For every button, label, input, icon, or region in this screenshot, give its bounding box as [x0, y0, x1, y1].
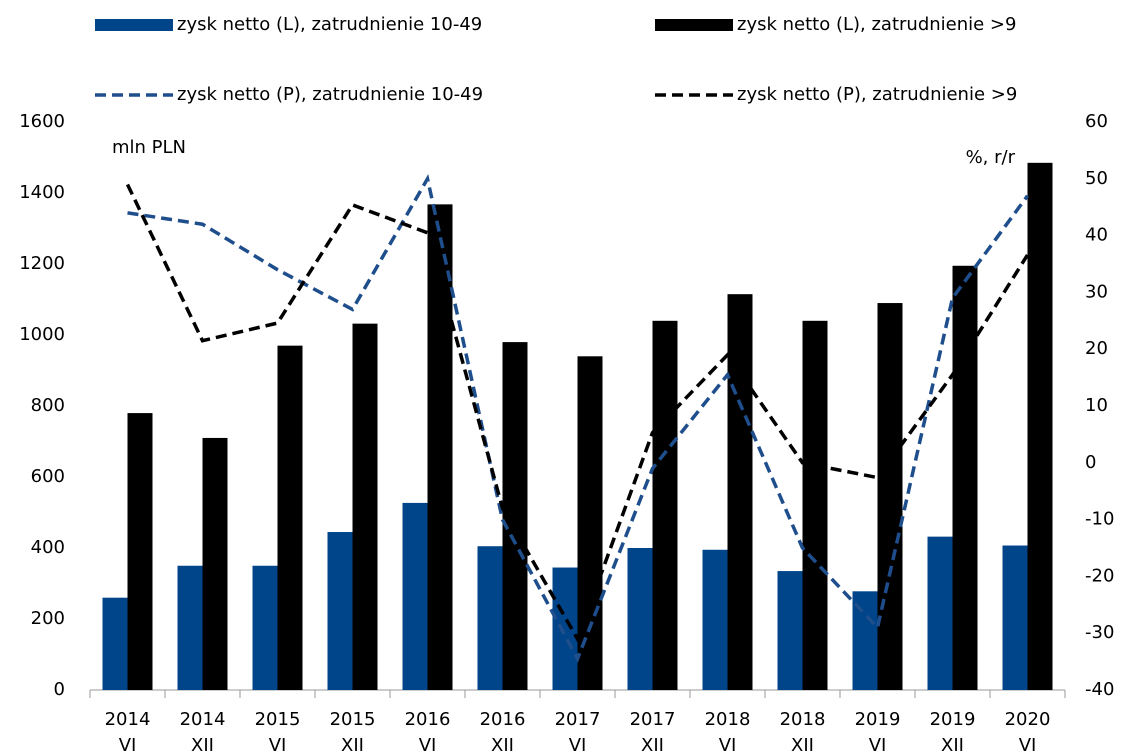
x-tick-label: XII	[491, 735, 514, 755]
x-tick-label: XII	[791, 735, 814, 755]
x-tick-label: VI	[119, 735, 137, 755]
y-tick-label: 1400	[19, 182, 65, 203]
legend-label: zysk netto (L), zatrudnienie 10-49	[177, 14, 482, 35]
bar	[352, 323, 378, 690]
y2-tick-label: 30	[1085, 281, 1108, 302]
x-tick-label: VI	[869, 735, 887, 755]
y2-tick-label: 10	[1085, 395, 1108, 416]
bar	[727, 294, 753, 690]
y-tick-label: 200	[31, 608, 65, 629]
x-tick-label: 2019	[930, 709, 976, 730]
y2-tick-label: 0	[1085, 452, 1096, 473]
x-tick-label: XII	[941, 735, 964, 755]
bar	[877, 303, 903, 690]
legend-swatch	[95, 19, 173, 31]
x-tick-label: XII	[191, 735, 214, 755]
y2-unit-label: %, r/r	[966, 147, 1016, 168]
y2-tick-label: 40	[1085, 225, 1108, 246]
x-tick-label: XII	[641, 735, 664, 755]
x-tick-label: VI	[719, 735, 737, 755]
bar	[127, 413, 153, 690]
x-tick-label: 2019	[855, 709, 901, 730]
x-tick-label: 2017	[630, 709, 676, 730]
bar	[202, 437, 228, 690]
bar	[1002, 545, 1028, 690]
bar	[277, 345, 303, 690]
x-tick-label: VI	[569, 735, 587, 755]
y2-tick-label: 50	[1085, 168, 1108, 189]
line	[125, 183, 1029, 644]
bar	[577, 356, 603, 690]
x-tick-label: VI	[1019, 735, 1037, 755]
y-tick-label: 600	[31, 466, 65, 487]
y-tick-label: 1200	[19, 253, 65, 274]
bar	[802, 320, 828, 690]
x-tick-label: 2014	[105, 709, 151, 730]
bar	[102, 597, 128, 690]
x-tick-label: 2016	[480, 709, 526, 730]
bar	[402, 502, 428, 690]
x-tick-label: 2018	[705, 709, 751, 730]
y2-tick-label: 60	[1085, 111, 1108, 132]
x-tick-label: 2015	[330, 709, 376, 730]
x-tick-label: 2020	[1005, 709, 1051, 730]
y2-tick-label: -40	[1085, 679, 1114, 700]
bar	[652, 320, 678, 690]
bar	[927, 536, 953, 690]
x-tick-label: 2015	[255, 709, 301, 730]
x-tick-label: VI	[419, 735, 437, 755]
y-tick-label: 1000	[19, 324, 65, 345]
x-tick-label: 2014	[180, 709, 226, 730]
legend-label: zysk netto (P), zatrudnienie 10-49	[177, 84, 483, 105]
y-tick-label: 800	[31, 395, 65, 416]
bar	[502, 342, 528, 690]
x-tick-label: 2017	[555, 709, 601, 730]
x-tick-label: XII	[341, 735, 364, 755]
bar	[1027, 162, 1053, 690]
bar	[477, 546, 503, 690]
legend-label: zysk netto (P), zatrudnienie >9	[737, 84, 1017, 105]
x-tick-label: 2016	[405, 709, 451, 730]
bar	[952, 265, 978, 690]
y-tick-label: 1600	[19, 111, 65, 132]
bar	[177, 565, 203, 690]
legend-label: zysk netto (L), zatrudnienie >9	[737, 14, 1016, 35]
x-tick-label: VI	[269, 735, 287, 755]
line	[127, 174, 1029, 663]
y-tick-label: 0	[54, 679, 65, 700]
bar	[777, 571, 803, 690]
y2-tick-label: 20	[1085, 338, 1108, 359]
y2-tick-label: -20	[1085, 565, 1114, 586]
bar	[627, 548, 653, 690]
bar	[552, 567, 578, 690]
y-unit-label: mln PLN	[112, 137, 186, 158]
legend-swatch	[655, 19, 733, 31]
y2-tick-label: -30	[1085, 622, 1114, 643]
y2-tick-label: -10	[1085, 509, 1114, 530]
y-tick-label: 400	[31, 537, 65, 558]
bar	[252, 565, 278, 690]
x-tick-label: 2018	[780, 709, 826, 730]
bar	[327, 532, 353, 690]
bar	[427, 204, 453, 691]
bar	[702, 549, 728, 690]
